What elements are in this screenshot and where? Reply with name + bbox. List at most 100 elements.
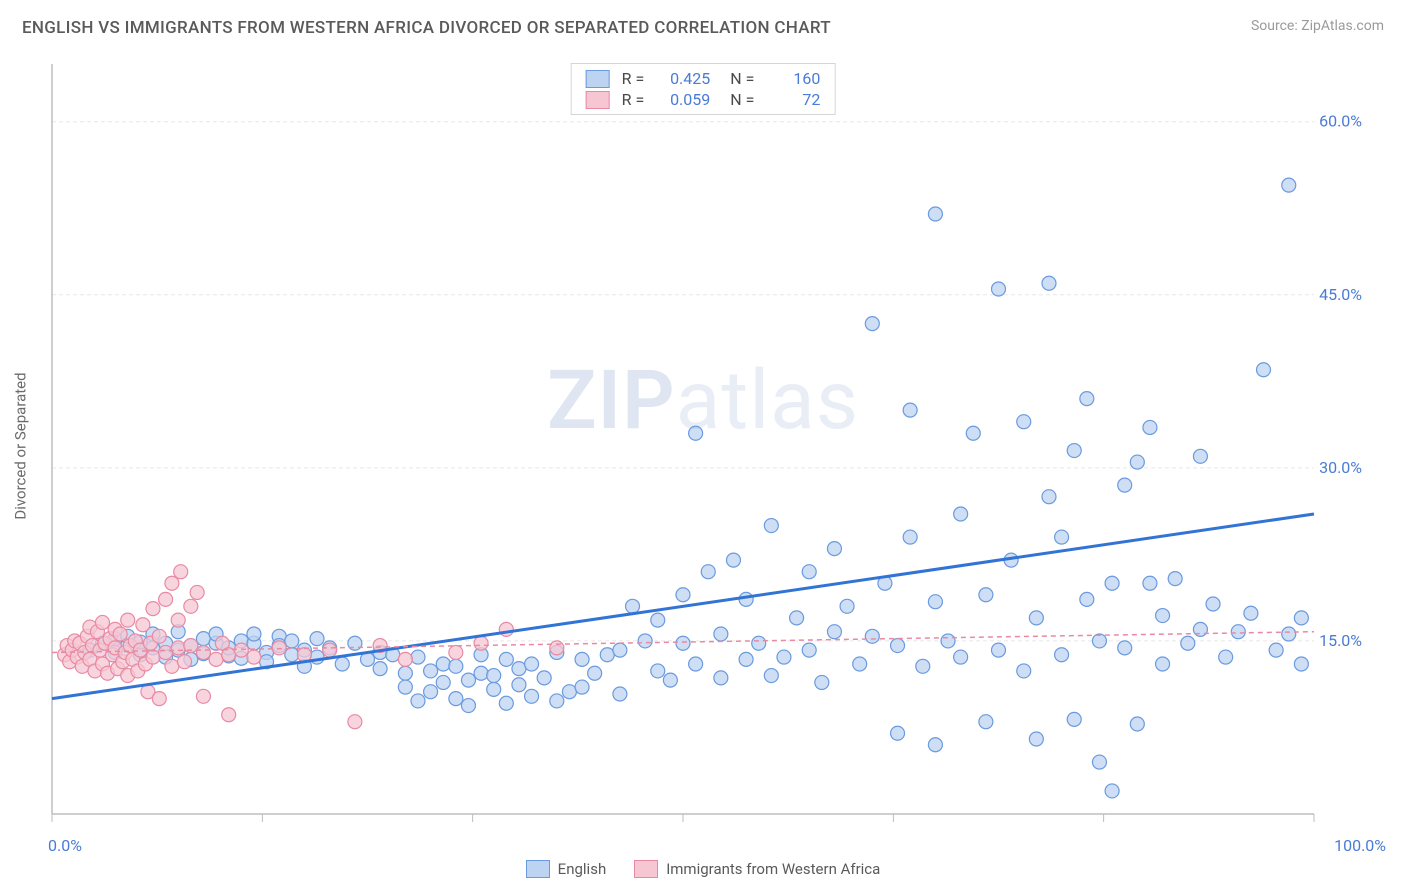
data-point [1105, 576, 1119, 590]
data-point [1282, 627, 1296, 641]
data-point [512, 662, 526, 676]
x-max-label: 100.0% [1334, 836, 1386, 855]
data-point [663, 673, 677, 687]
data-point [1118, 641, 1132, 655]
data-point [777, 650, 791, 664]
data-point [651, 664, 665, 678]
data-point [550, 641, 564, 655]
data-point [575, 652, 589, 666]
legend-n-label: N = [722, 69, 754, 88]
data-point [562, 685, 576, 699]
data-point [689, 426, 703, 440]
y-axis-label: Divorced or Separated [12, 372, 30, 519]
legend-row: R =0.425 N =160 [586, 68, 821, 89]
data-point [1029, 611, 1043, 625]
data-point [1244, 606, 1258, 620]
scatter-chart: 15.0%30.0%45.0%60.0% [48, 60, 1386, 834]
x-axis-labels: 0.0% 100.0% [48, 836, 1386, 858]
data-point [165, 576, 179, 590]
y-tick-label: 45.0% [1319, 285, 1362, 304]
data-point [436, 675, 450, 689]
data-point [966, 426, 980, 440]
data-point [941, 634, 955, 648]
data-point [916, 659, 930, 673]
data-point [424, 685, 438, 699]
data-point [474, 636, 488, 650]
data-point [1092, 634, 1106, 648]
data-point [525, 657, 539, 671]
data-point [714, 671, 728, 685]
data-point [1294, 611, 1308, 625]
y-tick-label: 30.0% [1319, 458, 1362, 477]
data-point [853, 657, 867, 671]
data-point [1017, 664, 1031, 678]
data-point [512, 678, 526, 692]
data-point [436, 657, 450, 671]
data-point [928, 595, 942, 609]
data-point [827, 625, 841, 639]
legend-swatch [586, 91, 610, 109]
data-point [146, 650, 160, 664]
data-point [992, 282, 1006, 296]
data-point [222, 708, 236, 722]
data-point [992, 643, 1006, 657]
data-point [285, 634, 299, 648]
data-point [739, 592, 753, 606]
data-point [865, 317, 879, 331]
data-point [1067, 444, 1081, 458]
data-point [1168, 572, 1182, 586]
data-point [335, 657, 349, 671]
data-point [525, 689, 539, 703]
data-point [954, 650, 968, 664]
data-point [171, 641, 185, 655]
data-point [159, 592, 173, 606]
data-point [928, 207, 942, 221]
legend-label: Immigrants from Western Africa [666, 860, 880, 878]
data-point [979, 715, 993, 729]
data-point [1130, 717, 1144, 731]
data-point [903, 403, 917, 417]
data-point [247, 627, 261, 641]
data-point [1055, 648, 1069, 662]
source-attribution: Source: ZipAtlas.com [1251, 18, 1384, 34]
data-point [152, 629, 166, 643]
data-point [272, 641, 286, 655]
data-point [1294, 657, 1308, 671]
data-point [411, 694, 425, 708]
data-point [184, 599, 198, 613]
data-point [739, 652, 753, 666]
data-point [95, 615, 109, 629]
y-tick-label: 60.0% [1319, 112, 1362, 131]
data-point [638, 634, 652, 648]
data-point [726, 553, 740, 567]
legend-swatch [526, 860, 550, 878]
data-point [903, 530, 917, 544]
data-point [1143, 576, 1157, 590]
data-point [954, 507, 968, 521]
data-point [398, 652, 412, 666]
data-point [190, 585, 204, 599]
data-point [891, 639, 905, 653]
data-point [1118, 478, 1132, 492]
data-point [752, 636, 766, 650]
data-point [802, 565, 816, 579]
data-point [461, 699, 475, 713]
data-point [979, 588, 993, 602]
data-point [676, 588, 690, 602]
data-point [159, 645, 173, 659]
data-point [1029, 732, 1043, 746]
data-point [209, 652, 223, 666]
legend-r-label: R = [622, 69, 645, 88]
legend-item: Immigrants from Western Africa [634, 860, 880, 878]
data-point [1080, 392, 1094, 406]
data-point [113, 627, 127, 641]
chart-area: 15.0%30.0%45.0%60.0% [48, 60, 1386, 834]
data-point [487, 669, 501, 683]
data-point [676, 636, 690, 650]
series-legend: EnglishImmigrants from Western Africa [0, 860, 1406, 878]
data-point [136, 618, 150, 632]
x-min-label: 0.0% [48, 836, 82, 855]
data-point [714, 627, 728, 641]
data-point [1282, 178, 1296, 192]
data-point [196, 689, 210, 703]
